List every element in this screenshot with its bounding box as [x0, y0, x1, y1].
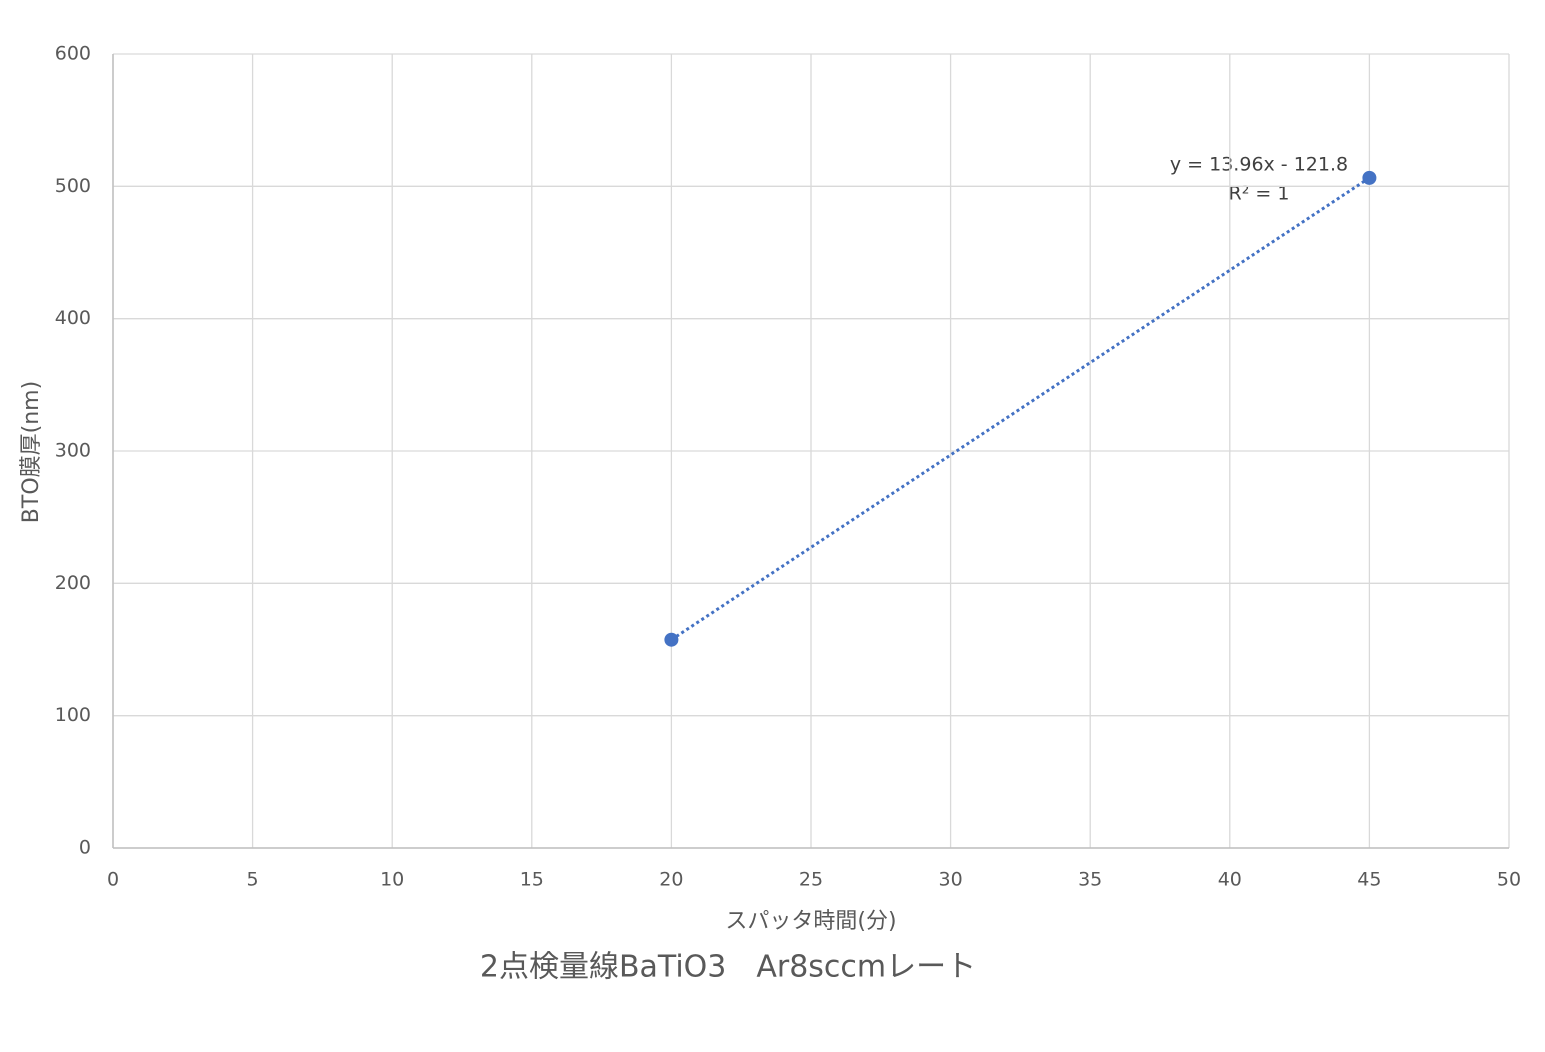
x-tick-label: 0	[107, 869, 119, 891]
x-tick-label: 5	[247, 869, 259, 891]
y-tick-label: 400	[55, 307, 91, 329]
x-tick-label: 35	[1078, 869, 1102, 891]
x-tick-label: 30	[939, 869, 963, 891]
chart-title: 2点検量線BaTiO3 Ar8sccmレート	[480, 950, 976, 985]
x-tick-label: 40	[1218, 869, 1242, 891]
data-point	[664, 632, 679, 647]
y-tick-label: 200	[55, 572, 91, 594]
data-point	[1362, 170, 1377, 185]
y-tick-label: 500	[55, 175, 91, 197]
x-tick-label: 10	[380, 869, 404, 891]
trendline	[670, 176, 1371, 641]
r-squared: R² = 1	[1229, 183, 1290, 205]
y-tick-label: 300	[55, 440, 91, 462]
x-tick-label: 50	[1497, 869, 1521, 891]
x-tick-label: 25	[799, 869, 823, 891]
x-tick-label: 20	[659, 869, 683, 891]
x-tick-label: 15	[520, 869, 544, 891]
y-tick-label: 600	[55, 43, 91, 65]
x-axis-title: スパッタ時間(分)	[725, 909, 896, 934]
y-tick-label: 0	[79, 837, 91, 859]
y-tick-label: 100	[55, 704, 91, 726]
y-axis-title: BTO膜厚(nm)	[19, 381, 44, 523]
trendline-equation: y = 13.96x - 121.8	[1170, 154, 1348, 176]
x-tick-label: 45	[1357, 869, 1381, 891]
